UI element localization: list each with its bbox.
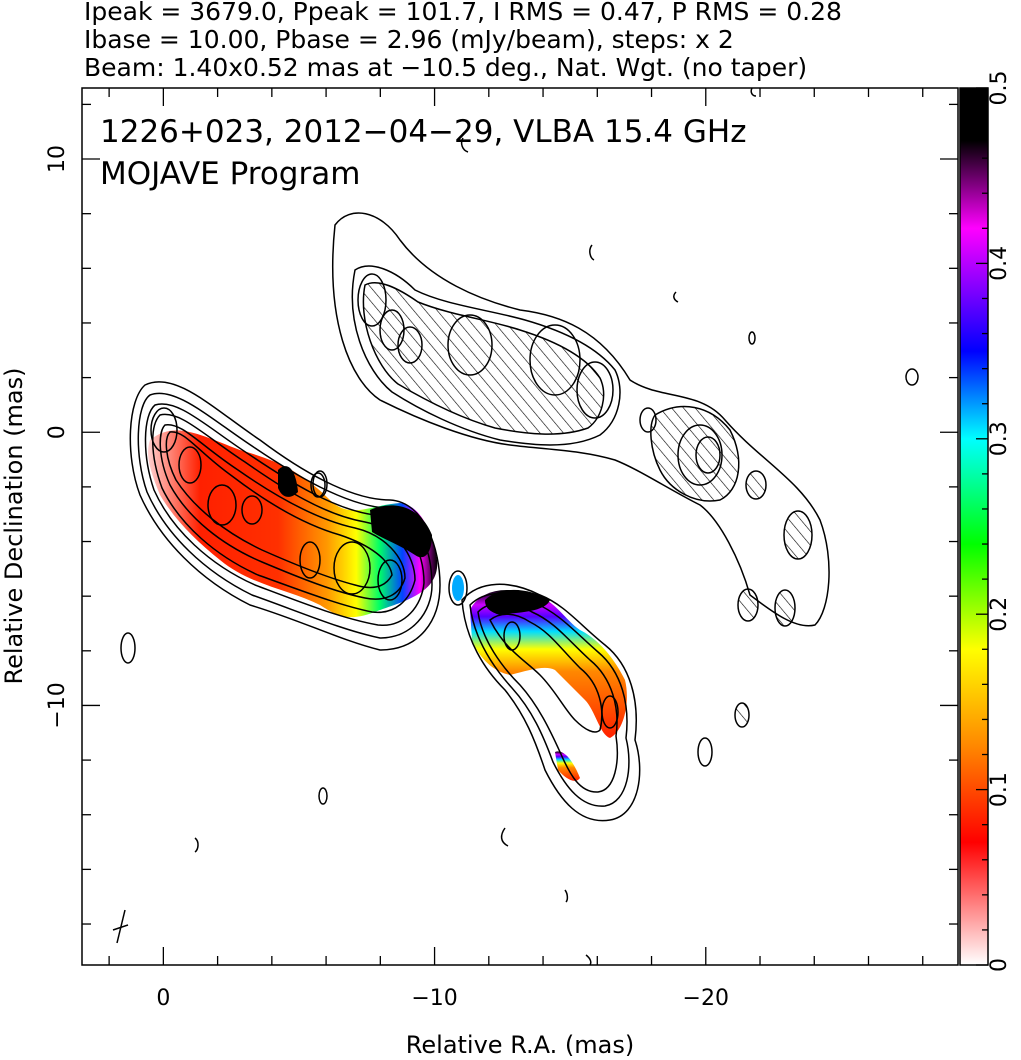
polarization-fill-outer-jet: [470, 590, 627, 738]
polarization-fill-dark-knot-2: [278, 466, 298, 497]
polarization-fill-inner-jet: [148, 430, 438, 618]
colorbar-tick-label: 0.4: [987, 246, 1012, 281]
colorbar-tick-label: 0.5: [987, 71, 1012, 106]
polarization-blob: [452, 575, 464, 601]
colorbar-tick-label: 0.3: [987, 421, 1012, 456]
y-tick-label: 10: [45, 145, 70, 173]
ghost-image-hatching: [363, 282, 812, 727]
y-tick-label: 0: [45, 425, 70, 439]
plot-frame: [81, 87, 959, 966]
x-tick-label: −20: [683, 986, 729, 1011]
header-line-2: Ibase = 10.00, Pbase = 2.96 (mJy/beam), …: [84, 25, 734, 54]
x-tick-label: −10: [411, 986, 457, 1011]
polarization-fill-outer-dark: [485, 589, 550, 615]
header-line-3: Beam: 1.40x0.52 mas at −10.5 deg., Nat. …: [84, 53, 807, 82]
map-content: [112, 88, 919, 965]
program-annotation: MOJAVE Program: [100, 156, 360, 192]
header-line-1: Ipeak = 3679.0, Ppeak = 101.7, I RMS = 0…: [84, 0, 842, 26]
colorbar-ticks: 0 0.1 0.2 0.3 0.4 0.5: [976, 71, 1012, 972]
intensity-contours: [120, 88, 919, 965]
x-axis-ticks: 0 −10 −20: [108, 88, 924, 1011]
y-axis-label: Relative Declination (mas): [0, 367, 28, 684]
y-tick-label: −10: [45, 682, 70, 728]
colorbar-tick-label: 0: [987, 958, 1012, 972]
x-tick-label: 0: [156, 986, 170, 1011]
y-axis-ticks: 10 0 −10: [45, 103, 958, 925]
colorbar: [959, 87, 989, 966]
colorbar-tick-label: 0.1: [987, 772, 1012, 807]
source-annotation: 1226+023, 2012−04−29, VLBA 15.4 GHz: [100, 114, 746, 150]
x-axis-label: Relative R.A. (mas): [406, 1031, 634, 1059]
beam-ellipse: [112, 909, 129, 944]
colorbar-tick-label: 0.2: [987, 597, 1012, 632]
